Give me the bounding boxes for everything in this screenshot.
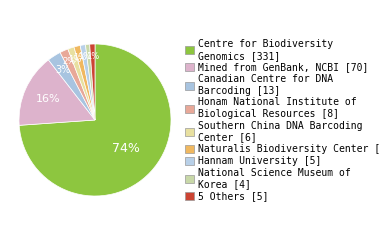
Text: 1%: 1% bbox=[73, 54, 87, 62]
Text: 1%: 1% bbox=[68, 55, 81, 64]
Wedge shape bbox=[86, 44, 95, 120]
Text: 74%: 74% bbox=[112, 142, 139, 155]
Text: 1%: 1% bbox=[78, 53, 91, 61]
Text: 2%: 2% bbox=[62, 57, 76, 66]
Text: 16%: 16% bbox=[35, 94, 60, 104]
Wedge shape bbox=[49, 53, 95, 120]
Wedge shape bbox=[80, 45, 95, 120]
Wedge shape bbox=[74, 45, 95, 120]
Wedge shape bbox=[19, 60, 95, 125]
Wedge shape bbox=[90, 44, 95, 120]
Text: 3%: 3% bbox=[55, 65, 71, 75]
Wedge shape bbox=[60, 49, 95, 120]
Wedge shape bbox=[19, 44, 171, 196]
Wedge shape bbox=[68, 47, 95, 120]
Legend: Centre for Biodiversity
Genomics [331], Mined from GenBank, NCBI [70], Canadian : Centre for Biodiversity Genomics [331], … bbox=[185, 39, 380, 201]
Text: 1%: 1% bbox=[86, 52, 100, 61]
